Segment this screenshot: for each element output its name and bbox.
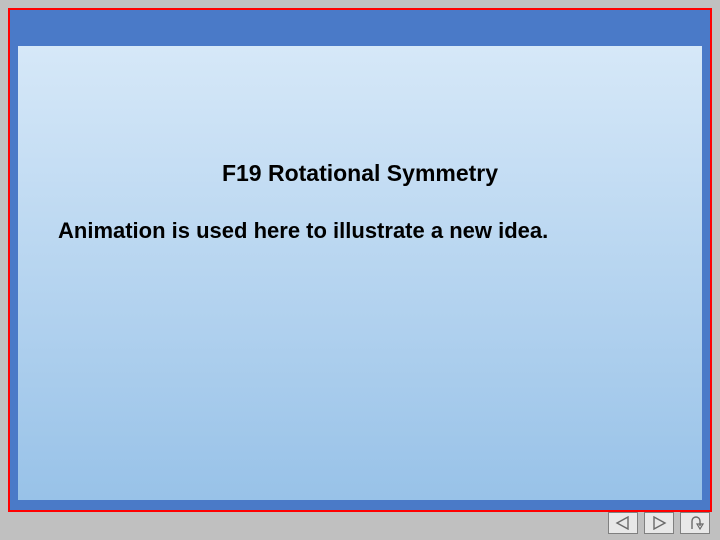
slide-outer-frame: F19 Rotational Symmetry Animation is use… bbox=[8, 8, 712, 512]
slide-title: F19 Rotational Symmetry bbox=[18, 160, 702, 187]
slide-body-text: Animation is used here to illustrate a n… bbox=[58, 218, 678, 244]
return-button[interactable] bbox=[680, 512, 710, 534]
navigation-bar bbox=[608, 512, 710, 534]
triangle-left-icon bbox=[615, 516, 631, 530]
triangle-right-icon bbox=[651, 516, 667, 530]
next-slide-button[interactable] bbox=[644, 512, 674, 534]
prev-slide-button[interactable] bbox=[608, 512, 638, 534]
u-turn-icon bbox=[686, 515, 704, 531]
slide-content-panel: F19 Rotational Symmetry Animation is use… bbox=[18, 46, 702, 500]
